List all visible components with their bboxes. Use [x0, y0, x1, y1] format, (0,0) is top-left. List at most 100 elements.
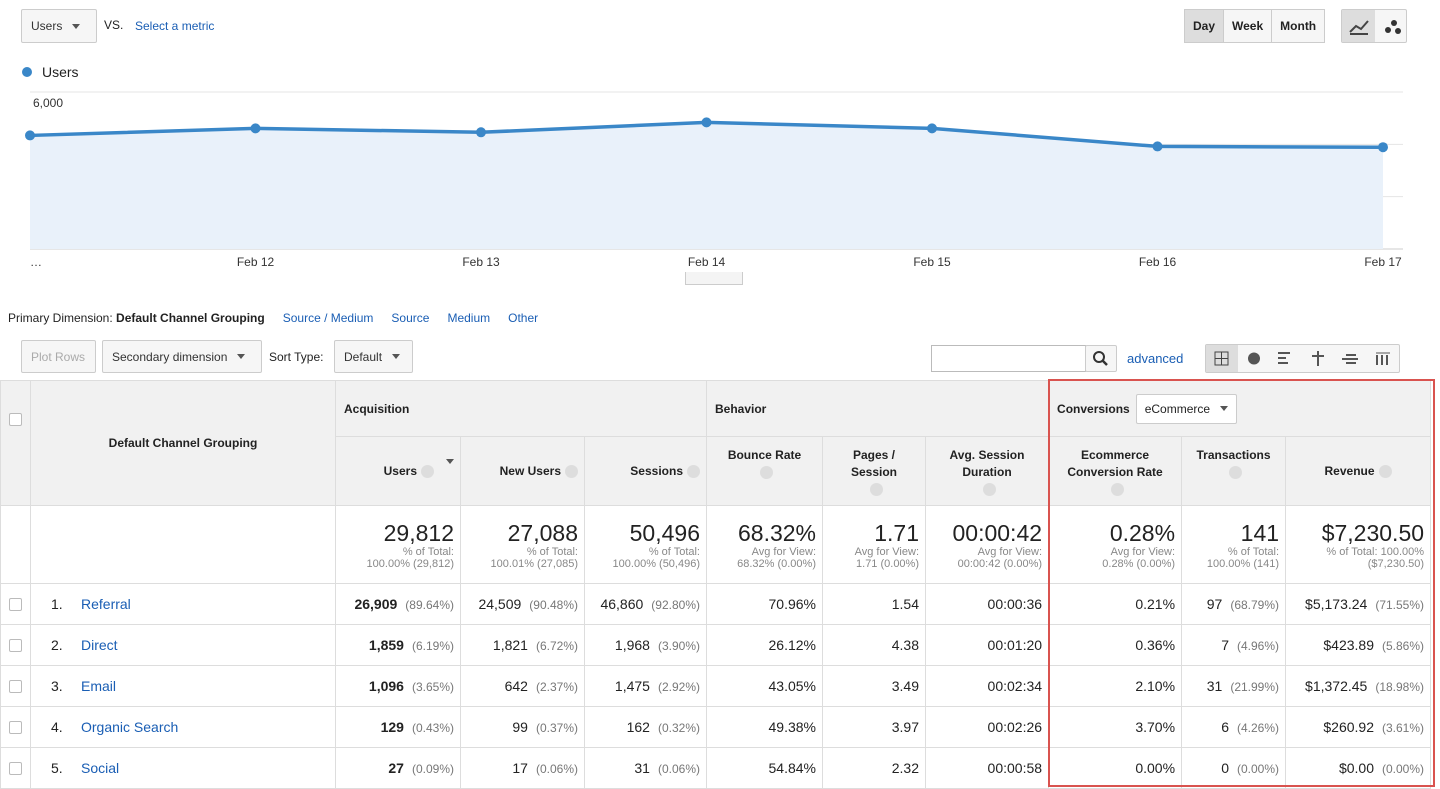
select-metric[interactable]: Select a metric — [135, 19, 215, 33]
cell-value: 7 — [1221, 637, 1229, 653]
legend-dot — [22, 67, 32, 77]
channel-name[interactable]: Organic Search — [81, 719, 179, 735]
cell-value: 2.10% — [1135, 678, 1176, 694]
channel-name[interactable]: Social — [81, 760, 120, 776]
cell-value: 43.05% — [768, 678, 816, 694]
column-label: Transactions — [1196, 448, 1271, 462]
name-cell: 5. Social — [30, 747, 336, 789]
column-header[interactable]: New Users — [460, 436, 585, 506]
total-cell: 0.28% Avg for View: 0.28% (0.00%) — [1048, 505, 1183, 584]
value-cell: 49.38% — [706, 706, 823, 748]
cell-value: $5,173.24 — [1305, 596, 1368, 612]
search-button[interactable] — [1085, 345, 1117, 372]
cell-value: 99 — [512, 719, 528, 735]
sort-arrow — [446, 458, 454, 478]
x-tick-label: … — [30, 255, 42, 269]
total-note: 68.32% (0.00%) — [737, 557, 816, 570]
chart-type-group — [1341, 9, 1407, 43]
total-value: 141 — [1240, 519, 1280, 546]
value-cell: 31 (0.06%) — [584, 747, 707, 789]
column-label: Pages / Session — [850, 448, 898, 479]
value-cell: 3.97 — [822, 706, 926, 748]
checkbox[interactable] — [9, 720, 22, 734]
cell-value: 49.38% — [768, 719, 816, 735]
chart-type-icons[interactable] — [1342, 10, 1406, 42]
period-button[interactable]: Month — [1271, 9, 1326, 43]
checkbox[interactable] — [9, 413, 22, 426]
column-label: Bounce Rate — [727, 448, 802, 462]
column-header[interactable]: Ecommerce Conversion Rate — [1048, 436, 1183, 506]
total-note: 100.01% (27,085) — [490, 557, 578, 570]
collapse-tab[interactable] — [685, 272, 743, 285]
area — [30, 122, 1383, 249]
value-cell: 00:02:34 — [924, 665, 1050, 707]
metric-select[interactable]: Users — [21, 9, 97, 43]
cell-percent: (0.32%) — [657, 721, 700, 735]
secondary-dimension[interactable]: Secondary dimension — [102, 340, 262, 373]
search-box[interactable] — [931, 345, 1086, 372]
dimension-option[interactable]: Other — [508, 311, 539, 325]
column-label: Users — [383, 463, 417, 478]
value-cell: 0.21% — [1048, 583, 1183, 625]
cell-percent: (3.90%) — [657, 639, 700, 653]
column-header[interactable]: Pages / Session — [822, 436, 926, 506]
value-cell: 2.32 — [822, 747, 926, 789]
column-header[interactable]: Users — [335, 436, 461, 506]
cell-value: 1,096 — [368, 678, 404, 694]
column-header[interactable]: Transactions — [1181, 436, 1287, 506]
cell-value: 00:02:26 — [987, 719, 1043, 735]
sort-select[interactable]: Default — [334, 340, 413, 373]
period-button[interactable]: Week — [1223, 9, 1273, 43]
data-table: Default Channel Grouping Acquisition Behav… — [0, 380, 1432, 789]
checkbox[interactable] — [9, 679, 22, 693]
checkbox[interactable] — [9, 638, 22, 652]
value-cell: 00:02:26 — [924, 706, 1050, 748]
channel-name[interactable]: Referral — [81, 596, 131, 612]
checkbox[interactable] — [9, 761, 22, 775]
data-row: 5. Social 27 (0.09%) 17 (0.06%) 31 (0.06%) 54.84… — [0, 747, 1432, 789]
value-cell: $423.89 (5.86%) — [1285, 624, 1432, 666]
cell-value: 24,509 — [478, 596, 522, 612]
column-label: Revenue — [1324, 463, 1375, 478]
cell-value: 00:02:34 — [987, 678, 1043, 694]
x-tick-label: Feb 12 — [237, 255, 275, 269]
total-cell: $7,230.50% of Total: 100.00% ($7,230.50) — [1285, 505, 1432, 584]
value-cell: 642 (2.37%) — [460, 665, 585, 707]
cell-percent: (3.65%) — [411, 680, 454, 694]
cell-value: 97 — [1206, 596, 1223, 612]
dimension-option[interactable]: Source — [391, 311, 430, 325]
value-cell: 99 (0.37%) — [460, 706, 585, 748]
total-cell: 27,088% of Total: 100.01% (27,085) — [460, 505, 585, 584]
total-cell: 68.32% Avg for View: 68.32% (0.00%) — [706, 505, 823, 584]
total-note: 0.28% (0.00%) — [1102, 557, 1176, 570]
total-note: 100.00% (29,812) — [366, 557, 454, 570]
column-header[interactable]: Sessions — [584, 436, 707, 506]
value-cell: 24,509 (90.48%) — [460, 583, 585, 625]
dimension-option[interactable]: Source / Medium — [282, 311, 374, 325]
cell-percent: (4.96%) — [1237, 639, 1280, 653]
cell-percent: (0.06%) — [535, 762, 578, 776]
data-row: 3. Email 1,096 (3.65%) 642 (2.37%) 1,475 (2.92%… — [0, 665, 1432, 707]
checkbox[interactable] — [9, 597, 22, 611]
dimension-label: Primary Dimension: — [8, 311, 113, 325]
period-button[interactable]: Day — [1184, 9, 1225, 43]
channel-name[interactable]: Direct — [81, 637, 118, 653]
column-header[interactable]: Revenue — [1285, 436, 1432, 506]
total-note: % of Total: — [402, 545, 454, 558]
conversion-select[interactable]: eCommerce — [1135, 393, 1238, 424]
view-icons[interactable] — [1205, 344, 1400, 373]
advanced-link[interactable]: advanced — [1127, 351, 1184, 366]
channel-name[interactable]: Email — [81, 678, 117, 694]
data-row: 4. Organic Search 129 (0.43%) 99 (0.37%) 162 (0… — [0, 706, 1432, 748]
column-header[interactable]: Avg. Session Duration — [924, 436, 1050, 506]
cell-value: $1,372.45 — [1305, 678, 1368, 694]
cell-percent: (0.06%) — [657, 762, 700, 776]
column-header[interactable]: Bounce Rate — [706, 436, 823, 506]
value-cell: 0.36% — [1048, 624, 1183, 666]
plot-rows[interactable]: Plot Rows — [21, 340, 96, 373]
cell-percent: (18.98%) — [1375, 680, 1425, 694]
cell-value: 00:01:20 — [987, 637, 1043, 653]
help-icon — [565, 464, 578, 478]
dimension-option[interactable]: Medium — [447, 311, 491, 325]
period-group: Day Week Month — [1184, 9, 1326, 43]
